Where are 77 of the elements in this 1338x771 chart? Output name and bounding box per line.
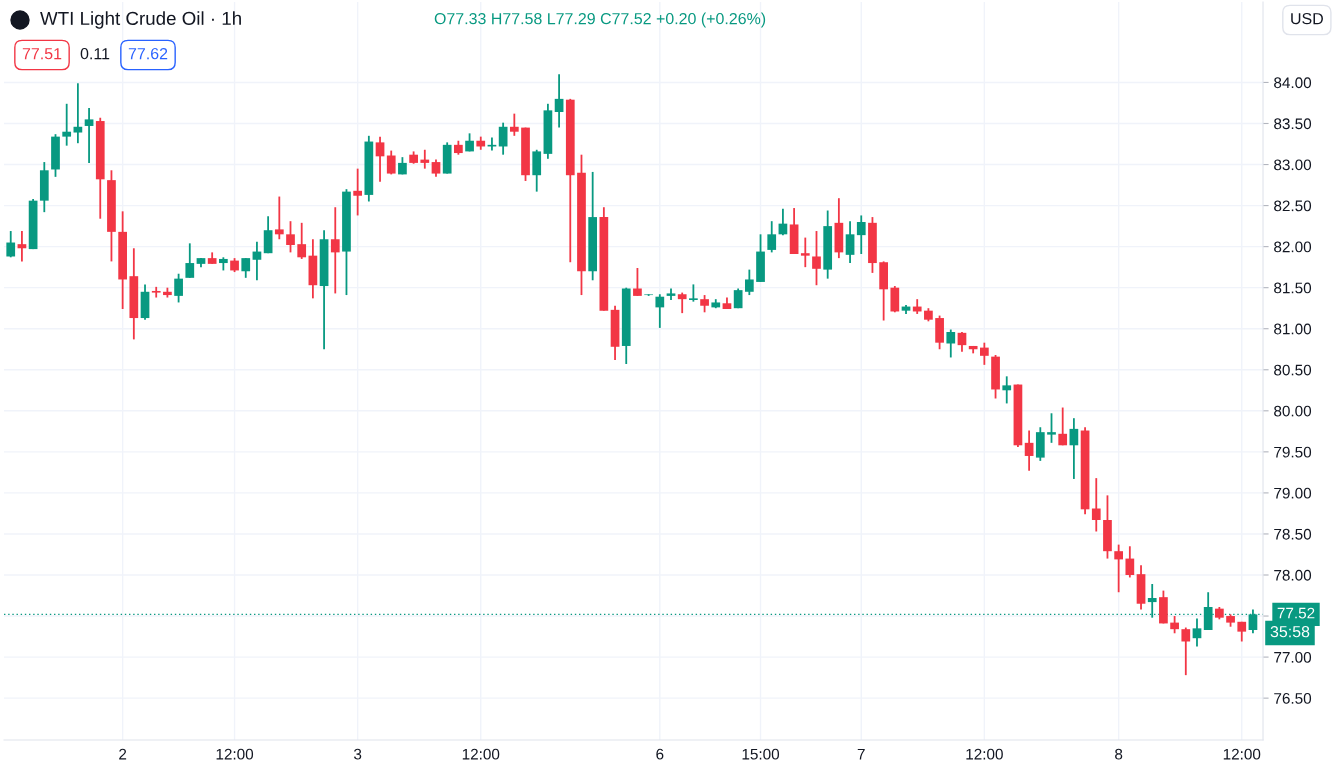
chart-title: WTI Light Crude Oil · 1h (40, 11, 241, 29)
candlestick (1091, 477, 1101, 533)
candlestick (1024, 429, 1034, 472)
annotation: 77.51 (22, 48, 62, 60)
candlestick (420, 148, 430, 170)
candlestick (633, 267, 642, 297)
candlestick (297, 221, 307, 260)
x-tick-label: 12:00 (966, 748, 1003, 760)
candlestick (744, 268, 754, 296)
y-tick-label: 80.00 (1274, 405, 1312, 417)
text: USD (1291, 12, 1323, 25)
candlestick (330, 206, 340, 295)
candlestick (1114, 543, 1124, 594)
candlestick (6, 230, 16, 259)
candlestick (375, 135, 385, 183)
x-tick-label: 12:00 (216, 748, 254, 760)
candlestick (677, 291, 687, 315)
candlestick (498, 121, 508, 156)
y-tick-label: 81.50 (1274, 282, 1312, 294)
x-tick-label: 7 (857, 748, 865, 760)
y-tick-label: 77.00 (1274, 651, 1312, 663)
text: 35:58 (1270, 625, 1310, 638)
x-tick-label: 12:00 (462, 748, 500, 760)
candlestick (174, 272, 183, 304)
candlestick (554, 73, 564, 129)
x-tick-label: 3 (353, 748, 362, 760)
y-tick-label: 83.00 (1274, 159, 1312, 171)
candlestick (73, 82, 83, 145)
x-tick-label: 2 (119, 748, 127, 760)
y-tick-label: 84.00 (1274, 77, 1312, 89)
candlestick (767, 220, 777, 254)
candlestick (84, 106, 94, 164)
y-tick-label: 78.50 (1274, 528, 1312, 540)
candlestick (812, 230, 821, 287)
annotation: 77.62 (128, 47, 168, 60)
candlestick (856, 214, 866, 255)
x-tick-label: 12:00 (1223, 748, 1261, 760)
y-tick-label: 76.50 (1274, 693, 1312, 704)
y-tick-label: 78.00 (1274, 569, 1312, 581)
candlestick (1002, 375, 1012, 405)
x-tick-label: 8 (1115, 748, 1123, 760)
y-tick-label: 79.50 (1274, 446, 1312, 458)
candlestick (800, 236, 810, 269)
annotation: O77.33 H77.58 L77.29 C77.52 +0.20 (+0.26%) (434, 12, 766, 28)
candlestick (1058, 406, 1068, 447)
y-tick-label: 80.50 (1274, 364, 1312, 376)
candlestick (62, 102, 72, 147)
candlestick (274, 195, 284, 241)
candlestick (241, 257, 251, 279)
y-tick-label: 83.50 (1274, 118, 1312, 130)
candlestick (1192, 617, 1202, 648)
candlestick (286, 220, 295, 254)
candlestick (979, 341, 989, 366)
candlestick (1125, 545, 1135, 579)
candlestick (263, 215, 273, 255)
candlestick (689, 283, 698, 303)
candlestick (890, 285, 900, 314)
candlestick (353, 167, 363, 217)
candlestick (655, 293, 665, 329)
candlestick (957, 331, 967, 353)
candlestick (151, 285, 161, 299)
candlestick (1069, 417, 1079, 480)
y-tick-label: 82.00 (1274, 241, 1312, 253)
ref-line-label: 77.52 (1277, 607, 1315, 619)
annotation: 0.11 (80, 47, 110, 60)
candlestick (845, 220, 855, 264)
candlestick (946, 328, 956, 359)
y-tick-label: 79.00 (1274, 487, 1312, 499)
y-tick-label: 81.00 (1274, 323, 1312, 335)
candlestick (1181, 626, 1191, 677)
x-tick-label: 6 (656, 748, 664, 760)
candlestick (185, 242, 195, 279)
candlestick (509, 112, 519, 137)
candlestick (1047, 412, 1056, 444)
y-tick-label: 82.50 (1274, 200, 1312, 212)
x-tick-label: 15:00 (742, 748, 780, 760)
candlestick (532, 148, 542, 193)
